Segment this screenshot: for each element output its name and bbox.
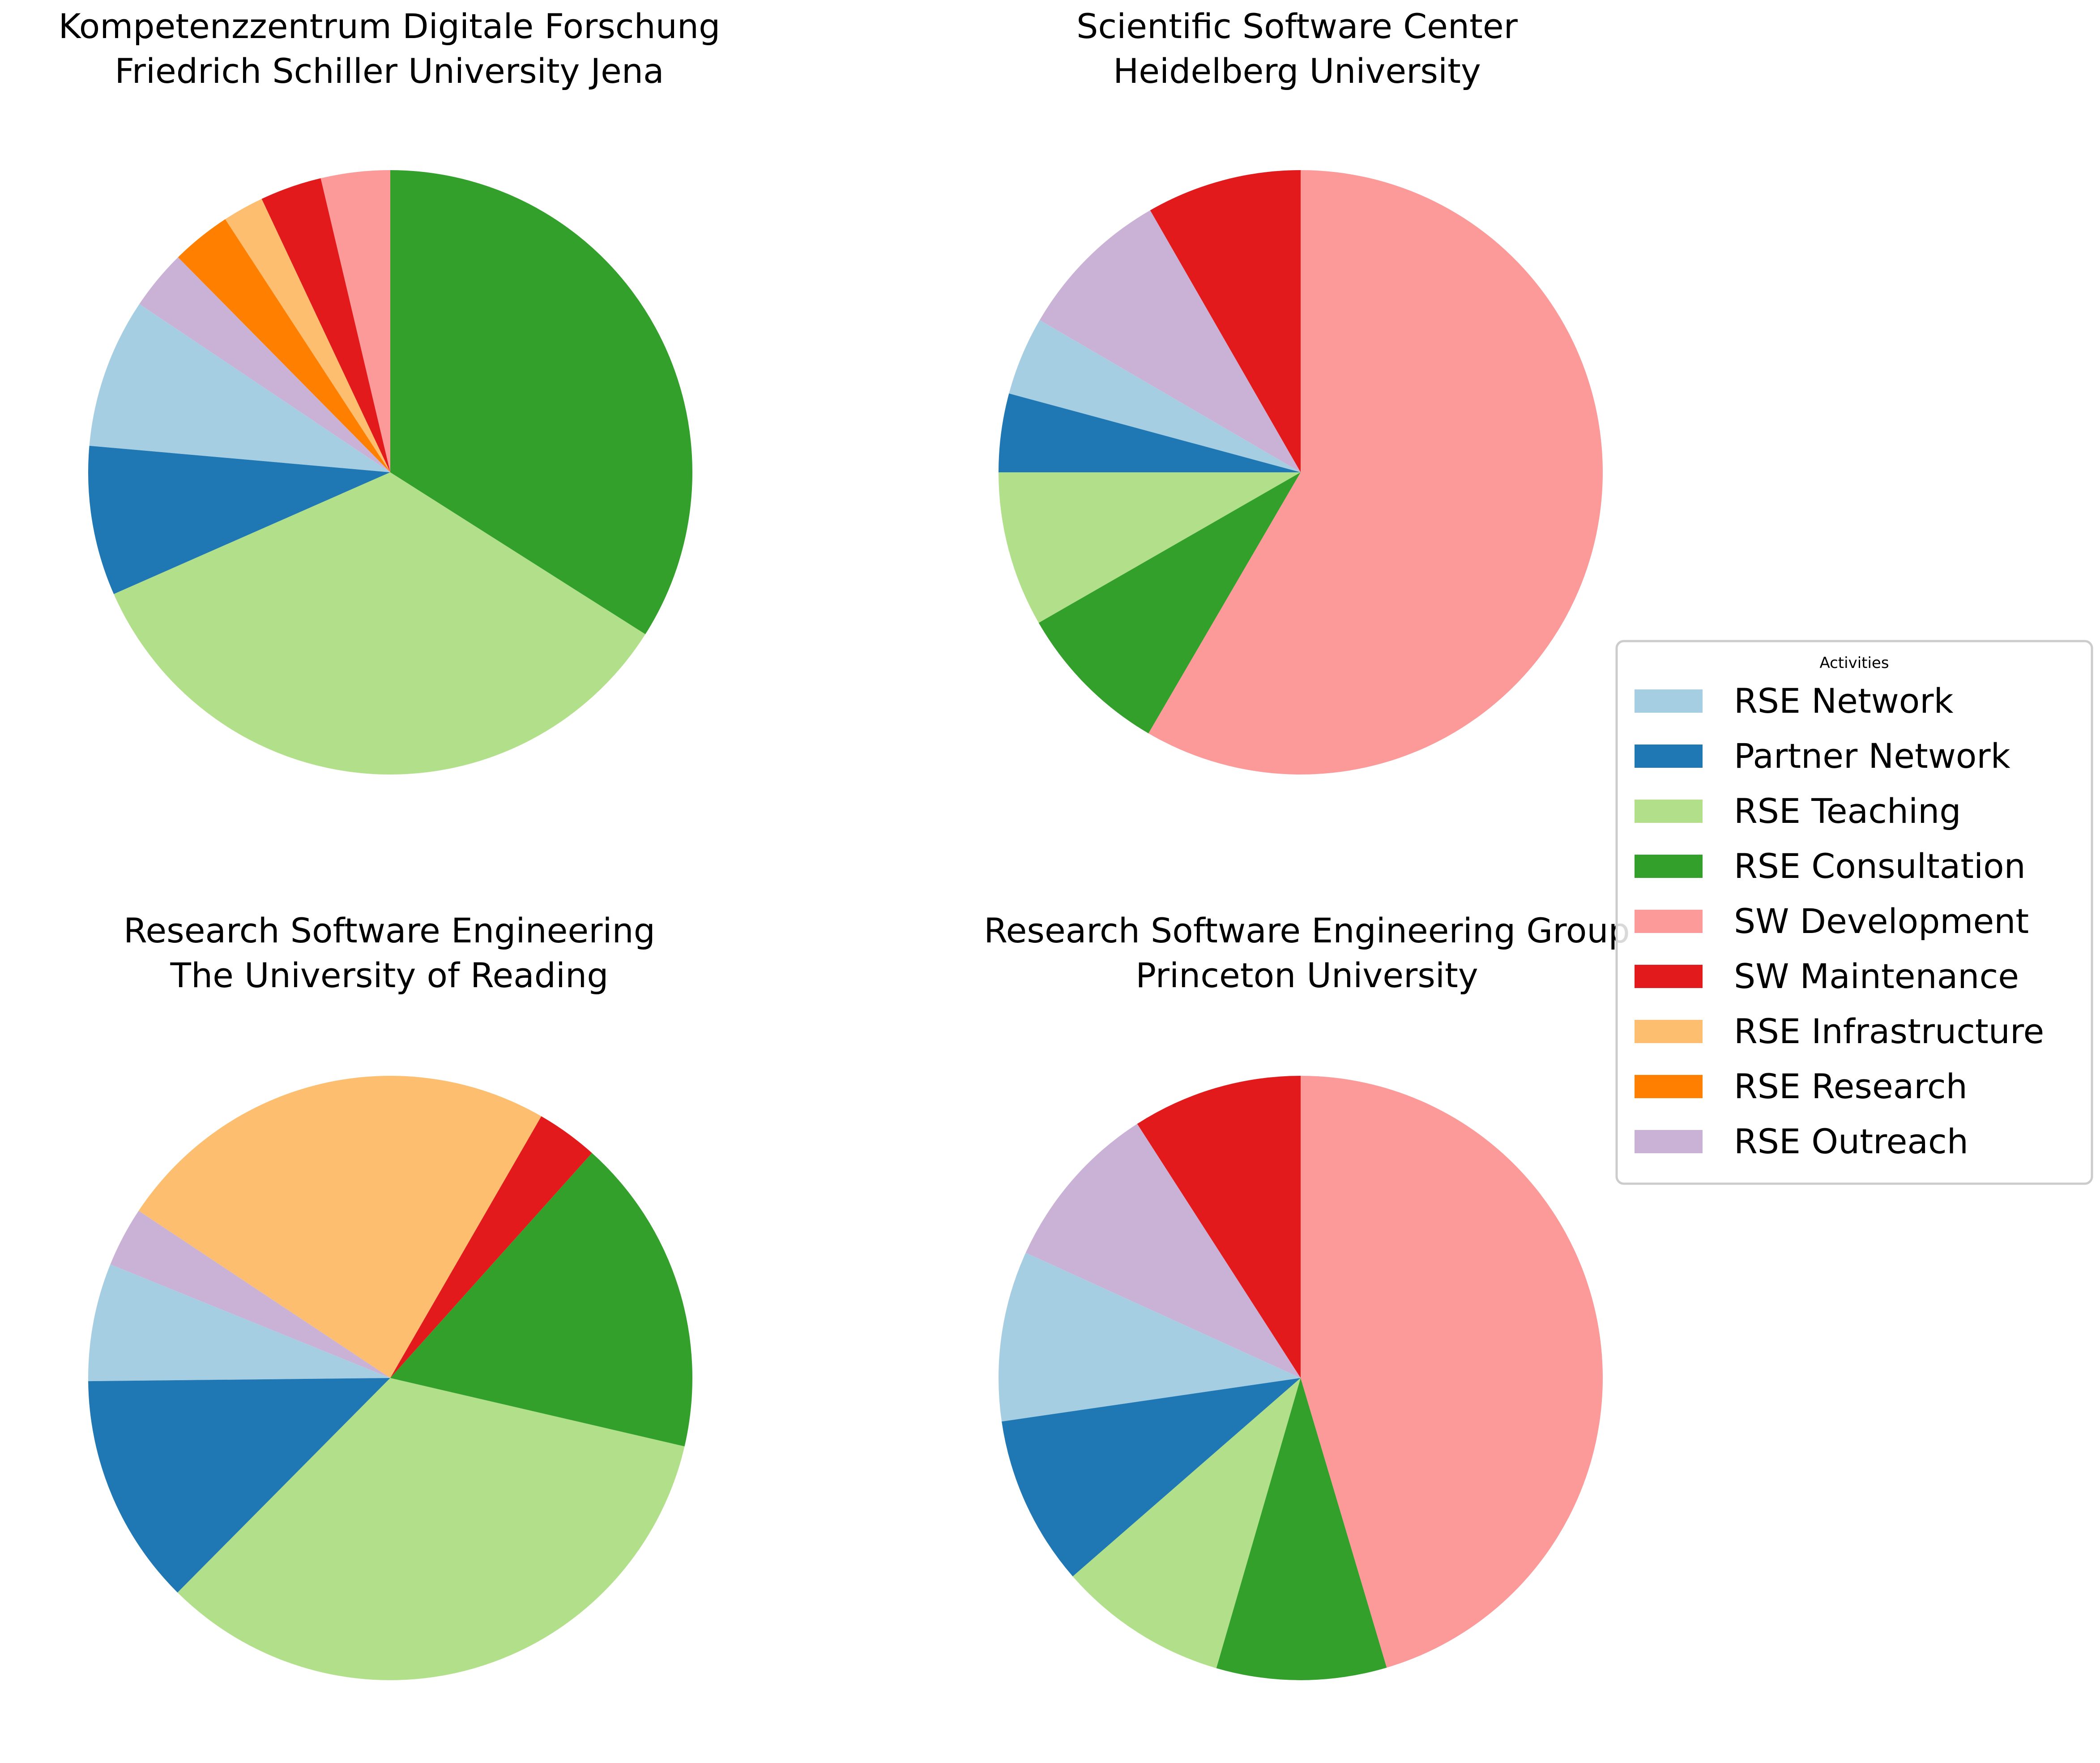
legend-label-rse-research: RSE Research [1734, 1066, 1968, 1106]
panel-reading: Research Software Engineering The Univer… [88, 911, 693, 1680]
legend-items: RSE Network Partner Network RSE Teaching RS… [1635, 681, 2044, 1161]
pie-slice-sw-development [1301, 1076, 1603, 1668]
pie-slice-rse-outreach [139, 257, 391, 472]
pie-slice-rse-teaching [1072, 1378, 1301, 1669]
chart-title-line-1: Research Software Engineering Group [984, 911, 1630, 950]
legend-swatch-rse-infrastructure [1635, 1020, 1703, 1043]
legend-swatch-rse-teaching [1635, 800, 1703, 823]
legend-title: Activities [1819, 654, 1889, 672]
pie-slice-rse-network [89, 304, 391, 472]
pie-slice-sw-maintenance [1137, 1076, 1301, 1378]
pie-slice-rse-infrastructure [225, 199, 390, 472]
pie-slice-rse-network [1009, 320, 1301, 472]
chart-title-line-2: The University of Reading [170, 955, 609, 995]
chart-title-line-2: Friedrich Schiller University Jena [115, 51, 664, 91]
legend-swatch-sw-maintenance [1635, 965, 1703, 988]
pie-chart-princeton [999, 1076, 1603, 1681]
pie-slice-rse-teaching [114, 472, 645, 775]
pie-slice-rse-outreach [1039, 210, 1301, 473]
legend-label-sw-development: SW Development [1734, 901, 2029, 941]
pie-slice-rse-consultation [1038, 472, 1301, 734]
pie-slice-rse-teaching [999, 472, 1301, 623]
pie-slice-rse-research [178, 219, 390, 472]
legend-label-partner-network: Partner Network [1734, 736, 2010, 776]
legend-swatch-rse-network [1635, 689, 1703, 713]
panel-jena: Kompetenzzentrum Digitale Forschung Frie… [59, 6, 721, 775]
pie-chart-reading [88, 1075, 693, 1680]
chart-title-line-1: Kompetenzzentrum Digitale Forschung [59, 6, 721, 46]
panel-heidelberg: Scientific Software Center Heidelberg Un… [999, 6, 1603, 775]
legend-label-rse-infrastructure: RSE Infrastructure [1734, 1011, 2044, 1051]
pie-chart-heidelberg [999, 170, 1603, 775]
pie-slice-rse-network [999, 1253, 1301, 1422]
pie-slice-sw-maintenance [1150, 170, 1301, 472]
panel-princeton: Research Software Engineering Group Prin… [984, 911, 1630, 1681]
legend-swatch-rse-research [1635, 1075, 1703, 1098]
chart-title-line-2: Princeton University [1135, 955, 1478, 995]
chart-title-line-2: Heidelberg University [1113, 51, 1481, 91]
pie-slice-rse-network [88, 1264, 390, 1382]
chart-title-line-1: Scientific Software Center [1076, 6, 1518, 46]
pie-slice-sw-development [320, 170, 390, 472]
legend-swatch-sw-development [1635, 910, 1703, 933]
pie-slice-rse-outreach [110, 1211, 390, 1378]
pie-slice-rse-consultation [390, 170, 692, 634]
legend-swatch-rse-outreach [1635, 1130, 1703, 1153]
legend-label-rse-outreach: RSE Outreach [1734, 1121, 1968, 1161]
pie-slice-partner-network [1002, 1378, 1301, 1577]
pie-slice-sw-development [1148, 170, 1603, 775]
legend-label-rse-teaching: RSE Teaching [1734, 791, 1961, 831]
pie-slice-rse-consultation [1216, 1378, 1387, 1681]
pie-slice-rse-consultation [390, 1153, 693, 1446]
legend-label-sw-maintenance: SW Maintenance [1734, 956, 2019, 996]
pie-slice-sw-maintenance [261, 178, 390, 472]
pie-slice-partner-network [999, 393, 1301, 472]
legend-label-rse-consultation: RSE Consultation [1734, 846, 2026, 886]
pie-slice-sw-maintenance [390, 1116, 592, 1378]
legend-label-rse-network: RSE Network [1734, 681, 1954, 721]
pie-slice-partner-network [88, 1378, 391, 1593]
pie-slice-rse-outreach [1025, 1124, 1301, 1378]
legend-swatch-partner-network [1635, 745, 1703, 768]
pie-slice-rse-infrastructure [138, 1075, 542, 1378]
chart-title-line-1: Research Software Engineering [124, 911, 655, 950]
pie-chart-jena [88, 170, 692, 775]
legend-swatch-rse-consultation [1635, 855, 1703, 878]
pie-slice-partner-network [88, 445, 391, 594]
legend-frame [1615, 640, 2093, 1185]
pie-slice-rse-teaching [177, 1378, 685, 1680]
